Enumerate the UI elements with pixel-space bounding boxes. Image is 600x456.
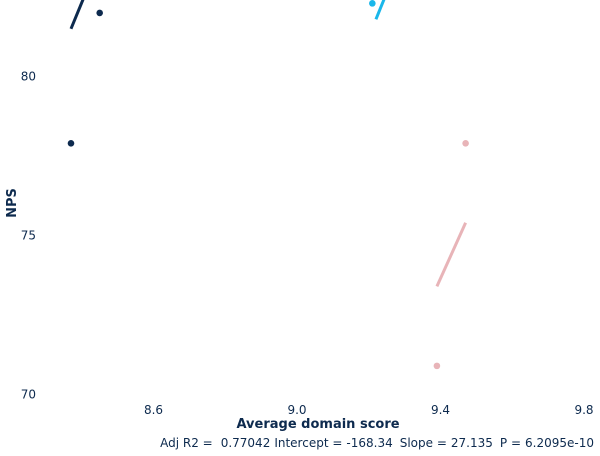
data-point-group-navy — [96, 9, 103, 17]
x-tick-label: 8.6 — [144, 403, 163, 417]
y-tick-label: 75 — [21, 229, 36, 243]
data-point-group-pink — [462, 139, 469, 147]
x-tick-label: 9.4 — [431, 403, 450, 417]
y-axis-ticks: 7075808590 — [21, 70, 36, 402]
adj-r2-label: Adj R2 = — [160, 436, 213, 450]
regression-line-group-navy — [69, 0, 85, 30]
data-point-group-pink — [433, 362, 441, 370]
regression-line-group-pink — [435, 222, 467, 287]
intercept-value: -168.34 — [346, 436, 392, 450]
p-label: P = — [500, 436, 521, 450]
regression-stats: Adj R2 = 0.77042 Intercept = -168.34 Slope =… — [160, 436, 594, 450]
y-tick-label: 80 — [21, 70, 36, 84]
intercept-label: Intercept = — [274, 436, 342, 450]
data-point-group-cyan — [369, 0, 376, 7]
x-tick-label: 9.0 — [287, 403, 306, 417]
regression-lines — [69, 0, 467, 287]
data-point-group-navy — [67, 139, 75, 147]
regression-line-group-cyan — [374, 0, 386, 20]
x-axis-ticks: 8.6 9.0 9.4 9.8 — [144, 403, 594, 417]
adj-r2-value: 0.77042 — [221, 436, 271, 450]
slope-value: 27.135 — [451, 436, 493, 450]
data-points — [67, 0, 469, 370]
p-value: 6.2095e-10 — [525, 436, 594, 450]
slope-label: Slope = — [400, 436, 447, 450]
y-axis-title: NPS — [5, 188, 20, 218]
x-axis-title: Average domain score — [236, 417, 399, 432]
y-tick-label: 70 — [21, 388, 36, 402]
x-tick-label: 9.8 — [574, 403, 593, 417]
